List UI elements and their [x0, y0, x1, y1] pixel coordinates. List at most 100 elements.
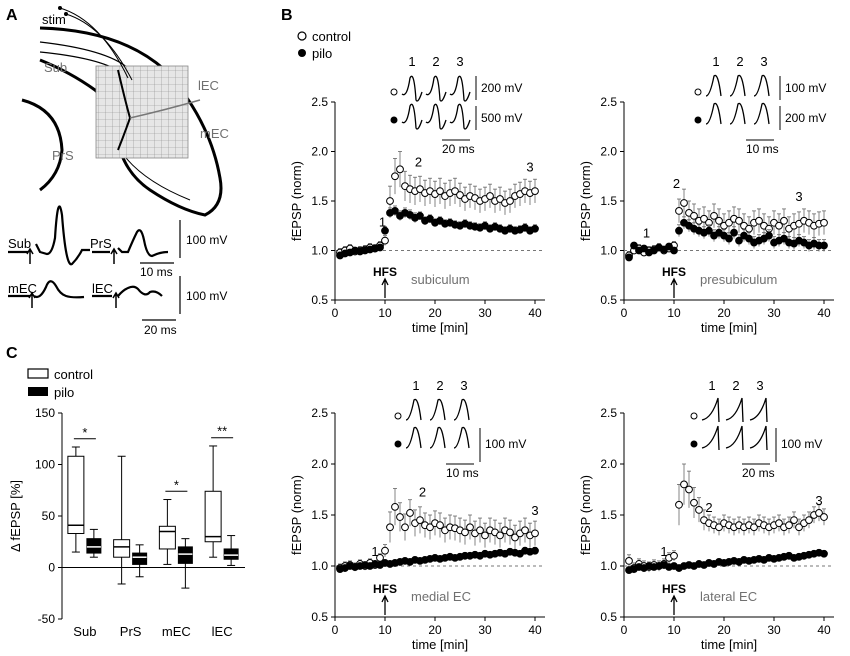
inset-trace [705, 102, 722, 125]
control-point [436, 521, 444, 530]
control-point [695, 506, 703, 514]
legend-control-marker [297, 31, 307, 41]
control-point [396, 165, 404, 174]
pilo-point [675, 226, 683, 235]
pilo-point [730, 228, 738, 237]
stim-arrow-icon [112, 291, 120, 308]
inset-scale-label: 100 mV [781, 437, 822, 451]
control-point [685, 485, 693, 494]
region-title: lateral EC [700, 589, 757, 604]
inset-trace [725, 397, 744, 423]
y-tick-label: 0.5 [311, 610, 328, 624]
inset-pilo-marker [694, 116, 702, 124]
x-tick-label: 0 [332, 623, 339, 637]
stim-arrow-icon [28, 291, 36, 308]
pilo-point [376, 243, 384, 252]
x-axis-label: time [min] [701, 637, 757, 652]
timecourse-chart-1: 0.5 1.0 1.5 2.0 2.5 0 10 20 30 40 time [min] fEPSP … [578, 54, 834, 335]
x-tick-label: 20 [428, 306, 442, 320]
region-title: medial EC [411, 589, 471, 604]
pilo-point [416, 211, 424, 220]
category-label: lEC [212, 624, 233, 639]
y-tick-label: 2.0 [600, 457, 617, 471]
panel-label-b: B [281, 7, 293, 24]
control-point [780, 216, 788, 225]
inset-trace [449, 103, 471, 130]
y-axis-label: Δ fEPSP [%] [8, 480, 23, 552]
inset-time-label: 10 ms [446, 466, 479, 480]
pilo-point [670, 246, 678, 255]
inset-trace [701, 425, 720, 451]
pilo-point [640, 244, 648, 253]
box-legend-pilo-swatch [28, 387, 48, 396]
control-point [386, 523, 394, 532]
control-point [680, 199, 688, 207]
x-tick-label: 10 [378, 623, 392, 637]
inset-trace-label: 1 [712, 54, 719, 69]
trace-mec [8, 280, 85, 299]
control-point [775, 221, 783, 230]
control-point [690, 211, 698, 220]
control-point [680, 480, 688, 489]
y-axis-label: fEPSP (norm) [289, 161, 304, 241]
pilo-box [86, 538, 102, 554]
pilo-box [132, 552, 148, 565]
inset-trace [749, 397, 768, 423]
inset-trace [405, 398, 422, 421]
control-point [506, 197, 514, 205]
inset-time-label: 20 ms [742, 466, 775, 480]
region-label-sub: Sub [44, 60, 67, 75]
inset-trace-label: 3 [460, 378, 467, 393]
y-axis-label: fEPSP (norm) [578, 475, 593, 555]
inset-trace-label: 1 [708, 378, 715, 393]
timecourse-chart-2: 0.5 1.0 1.5 2.0 2.5 0 10 20 30 40 time [min] fEPSP … [289, 378, 545, 652]
control-point [625, 557, 633, 565]
control-point [710, 211, 718, 220]
inset-trace [453, 426, 470, 449]
control-box [67, 455, 85, 535]
time-marker-label: 3 [795, 189, 802, 204]
significance-label: * [174, 477, 179, 492]
legend-pilo-marker [298, 49, 306, 57]
control-point [466, 523, 474, 532]
y-tick-label: 2.5 [600, 95, 617, 109]
panel-label-a: A [6, 7, 18, 24]
control-point [461, 528, 469, 537]
control-point [531, 187, 539, 196]
time-marker-label: 1 [643, 226, 650, 241]
y-tick-label: 1.5 [311, 508, 328, 522]
time-marker-label: 1 [660, 544, 667, 559]
control-point [496, 531, 504, 540]
control-point [675, 207, 683, 215]
control-point [531, 529, 539, 538]
control-point [790, 516, 798, 524]
time-marker-label: 2 [673, 176, 680, 191]
control-point [690, 498, 698, 507]
y-tick-label: 2.0 [600, 145, 617, 159]
time-marker-label: 3 [815, 493, 822, 508]
inset-control-marker [390, 88, 398, 96]
category-label: Sub [73, 624, 96, 639]
pilo-point [531, 546, 539, 555]
y-tick-label: 1.0 [311, 559, 328, 573]
control-point [745, 224, 753, 233]
control-point [775, 519, 783, 528]
x-axis-label: time [min] [412, 320, 468, 335]
time-marker-label: 2 [705, 500, 712, 515]
inset-trace-label: 2 [732, 378, 739, 393]
scale-bar-amp-2: 100 mV [186, 289, 227, 303]
control-point [416, 185, 424, 194]
control-point [725, 218, 733, 227]
x-tick-label: 40 [817, 623, 831, 637]
scale-bar-amp-1: 100 mV [186, 233, 227, 247]
x-tick-label: 0 [621, 623, 628, 637]
pilo-point [630, 241, 638, 250]
y-tick-label: 1.5 [311, 194, 328, 208]
hfs-label: HFS [373, 265, 397, 279]
inset-scale-label: 200 mV [785, 111, 826, 125]
control-point [401, 523, 409, 532]
control-point [795, 523, 803, 532]
y-tick-label: 2.5 [311, 406, 328, 420]
inset-trace-label: 3 [456, 54, 463, 69]
box-legend-control-swatch [27, 368, 49, 379]
